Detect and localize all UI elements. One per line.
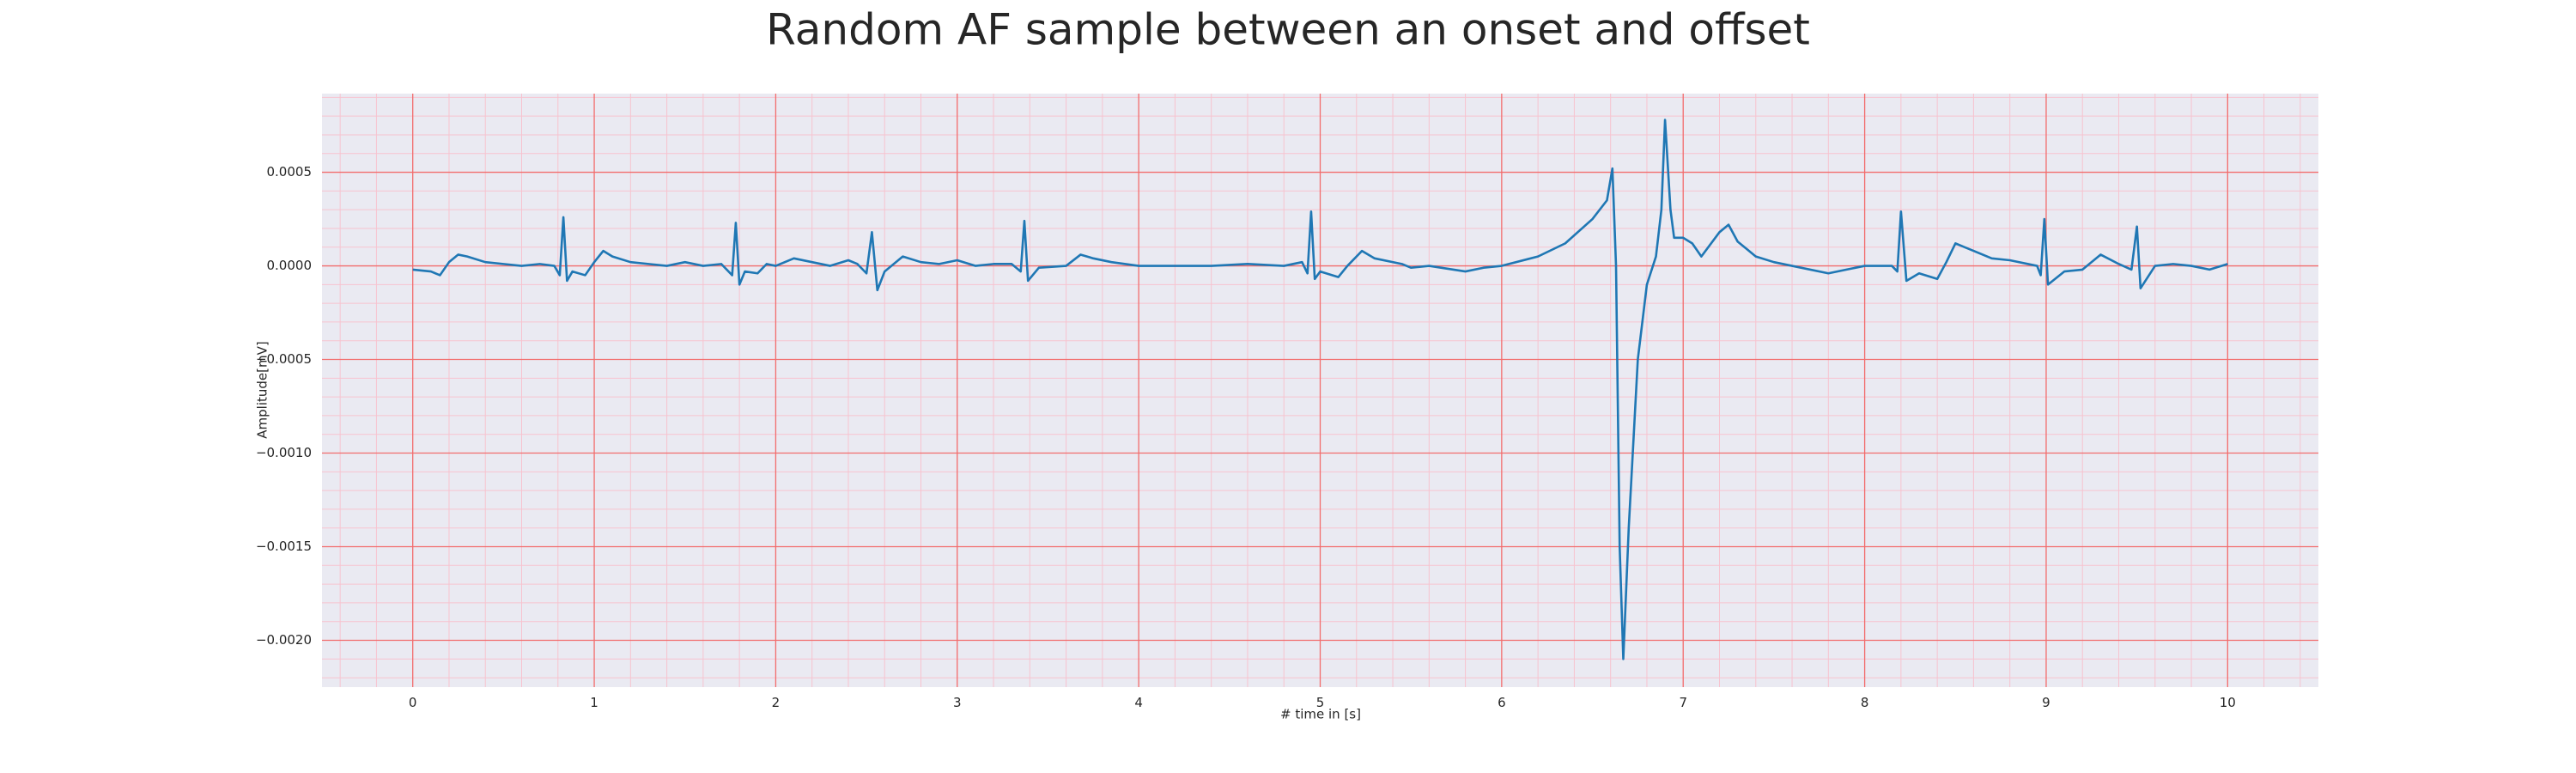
x-axis-label: # time in [s] — [1280, 707, 1361, 722]
x-tick-label: 5 — [1316, 695, 1325, 710]
labels: 0 1 2 3 4 5 6 7 8 9 10 −0.0020 −0.0015 −0.0010 −0.0005… — [256, 164, 2236, 710]
y-tick-label: −0.0005 — [256, 351, 312, 367]
x-tick-label: 9 — [2042, 695, 2050, 710]
y-tick-label: −0.0020 — [256, 632, 312, 648]
y-tick-label: 0.0000 — [267, 258, 313, 273]
y-tick-label: −0.0010 — [256, 445, 312, 460]
x-tick-label: 2 — [772, 695, 781, 710]
x-tick-label: 4 — [1134, 695, 1143, 710]
x-tick-label: 8 — [1861, 695, 1869, 710]
chart-title: Random AF sample between an onset and of… — [766, 5, 1810, 55]
grid — [322, 94, 2318, 687]
x-tick-label: 0 — [409, 695, 417, 710]
y-tick-label: −0.0015 — [256, 539, 312, 554]
x-tick-label: 6 — [1498, 695, 1506, 710]
x-tick-label: 10 — [2220, 695, 2236, 710]
series — [412, 119, 2228, 660]
ecg-line — [412, 119, 2228, 660]
x-tick-label: 7 — [1679, 695, 1687, 710]
y-tick-label: 0.0005 — [267, 164, 313, 180]
y-axis-label: Amplitude[mV] — [255, 341, 270, 438]
x-tick-label: 1 — [590, 695, 598, 710]
x-tick-label: 3 — [953, 695, 962, 710]
